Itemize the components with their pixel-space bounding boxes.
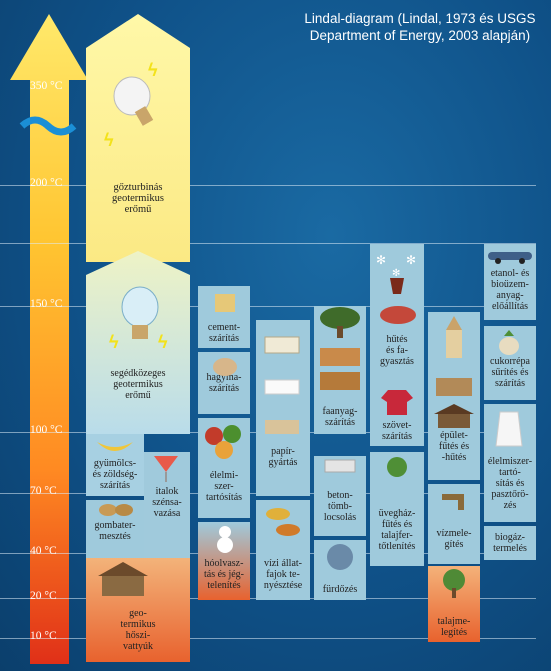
svg-text:✻: ✻ — [376, 253, 386, 267]
paper-stack-icon — [264, 379, 300, 395]
cottage-icon — [434, 404, 474, 428]
light-bulb-icon — [121, 286, 159, 339]
concrete-block-icon — [324, 459, 356, 473]
binary-plant-label: segédközeges geotermikus erőmű — [110, 368, 166, 401]
light-bulb-icon — [113, 76, 154, 126]
binary-plant-arrow — [86, 251, 190, 434]
meat-icon — [380, 306, 416, 324]
steam-turbine-arrow — [86, 14, 190, 262]
temp-label-200: 200 °C — [30, 177, 63, 189]
car-icon — [488, 252, 532, 264]
lightning-icon: ϟ — [158, 332, 168, 352]
book-icon — [264, 336, 300, 354]
temp-label-100: 100 °C — [30, 424, 63, 436]
shirt-icon — [381, 390, 413, 415]
tree-icon — [320, 307, 360, 338]
temperature-arrow — [10, 14, 88, 664]
milk-jug-icon — [495, 411, 523, 447]
paper-roll-icon — [265, 420, 299, 434]
fish-icon — [266, 508, 300, 536]
faucet-icon — [442, 494, 464, 510]
sugar-beet-block: cukorrépa sűrítés és szárítás — [484, 326, 536, 400]
mushroom-icon — [99, 504, 133, 516]
temp-label-10: 10 °C — [30, 630, 57, 642]
tree-icon — [443, 569, 465, 598]
cement-bag-icon — [215, 294, 235, 312]
lightning-icon: ϟ — [104, 130, 114, 150]
snowflake-icon: ✻ ✻ ✻ — [376, 253, 416, 279]
temp-label-70: 70 °C — [30, 485, 57, 497]
wood-planks-icon — [320, 348, 360, 390]
axis-break-icon — [19, 116, 77, 136]
svg-text:✻: ✻ — [392, 268, 400, 279]
onion-icon — [213, 358, 237, 376]
soil-heating-block: talajme- legítés — [428, 566, 480, 642]
temp-label-350: 350 °C — [30, 80, 63, 92]
church-icon — [446, 316, 462, 358]
sugar-beet-icon — [499, 330, 519, 355]
lightning-icon: ϟ — [148, 60, 158, 80]
vegetables-icon — [205, 425, 241, 459]
steam-turbine-label: gőzturbinás geotermikus erőmű — [112, 182, 164, 215]
temp-label-150: 150 °C — [30, 298, 63, 310]
diagram-title: Lindal-diagram (Lindal, 1973 és USGS Dep… — [304, 11, 536, 43]
fruit-drying-block: gyümölcs- és zöldség- szárítás — [86, 434, 144, 496]
lightning-icon: ϟ — [109, 332, 119, 352]
cocktail-glass-icon — [154, 456, 178, 482]
house-icon — [98, 562, 148, 596]
gridline-150 — [0, 306, 536, 307]
gridline-10 — [0, 638, 536, 639]
gridline-200 — [0, 185, 536, 186]
glass-icon — [390, 278, 404, 294]
svg-text:✻: ✻ — [406, 253, 416, 267]
bathing-icon — [327, 544, 353, 570]
castle-icon — [436, 378, 472, 396]
temp-label-40: 40 °C — [30, 545, 57, 557]
broccoli-icon — [387, 457, 407, 477]
temp-label-20: 20 °C — [30, 590, 57, 602]
gridline — [0, 243, 536, 244]
biogas-block: biogáz- termelés — [484, 526, 536, 560]
snowman-icon — [217, 526, 233, 553]
water-heating-block: vízmele- gítés — [428, 484, 480, 564]
banana-icon — [97, 442, 133, 451]
